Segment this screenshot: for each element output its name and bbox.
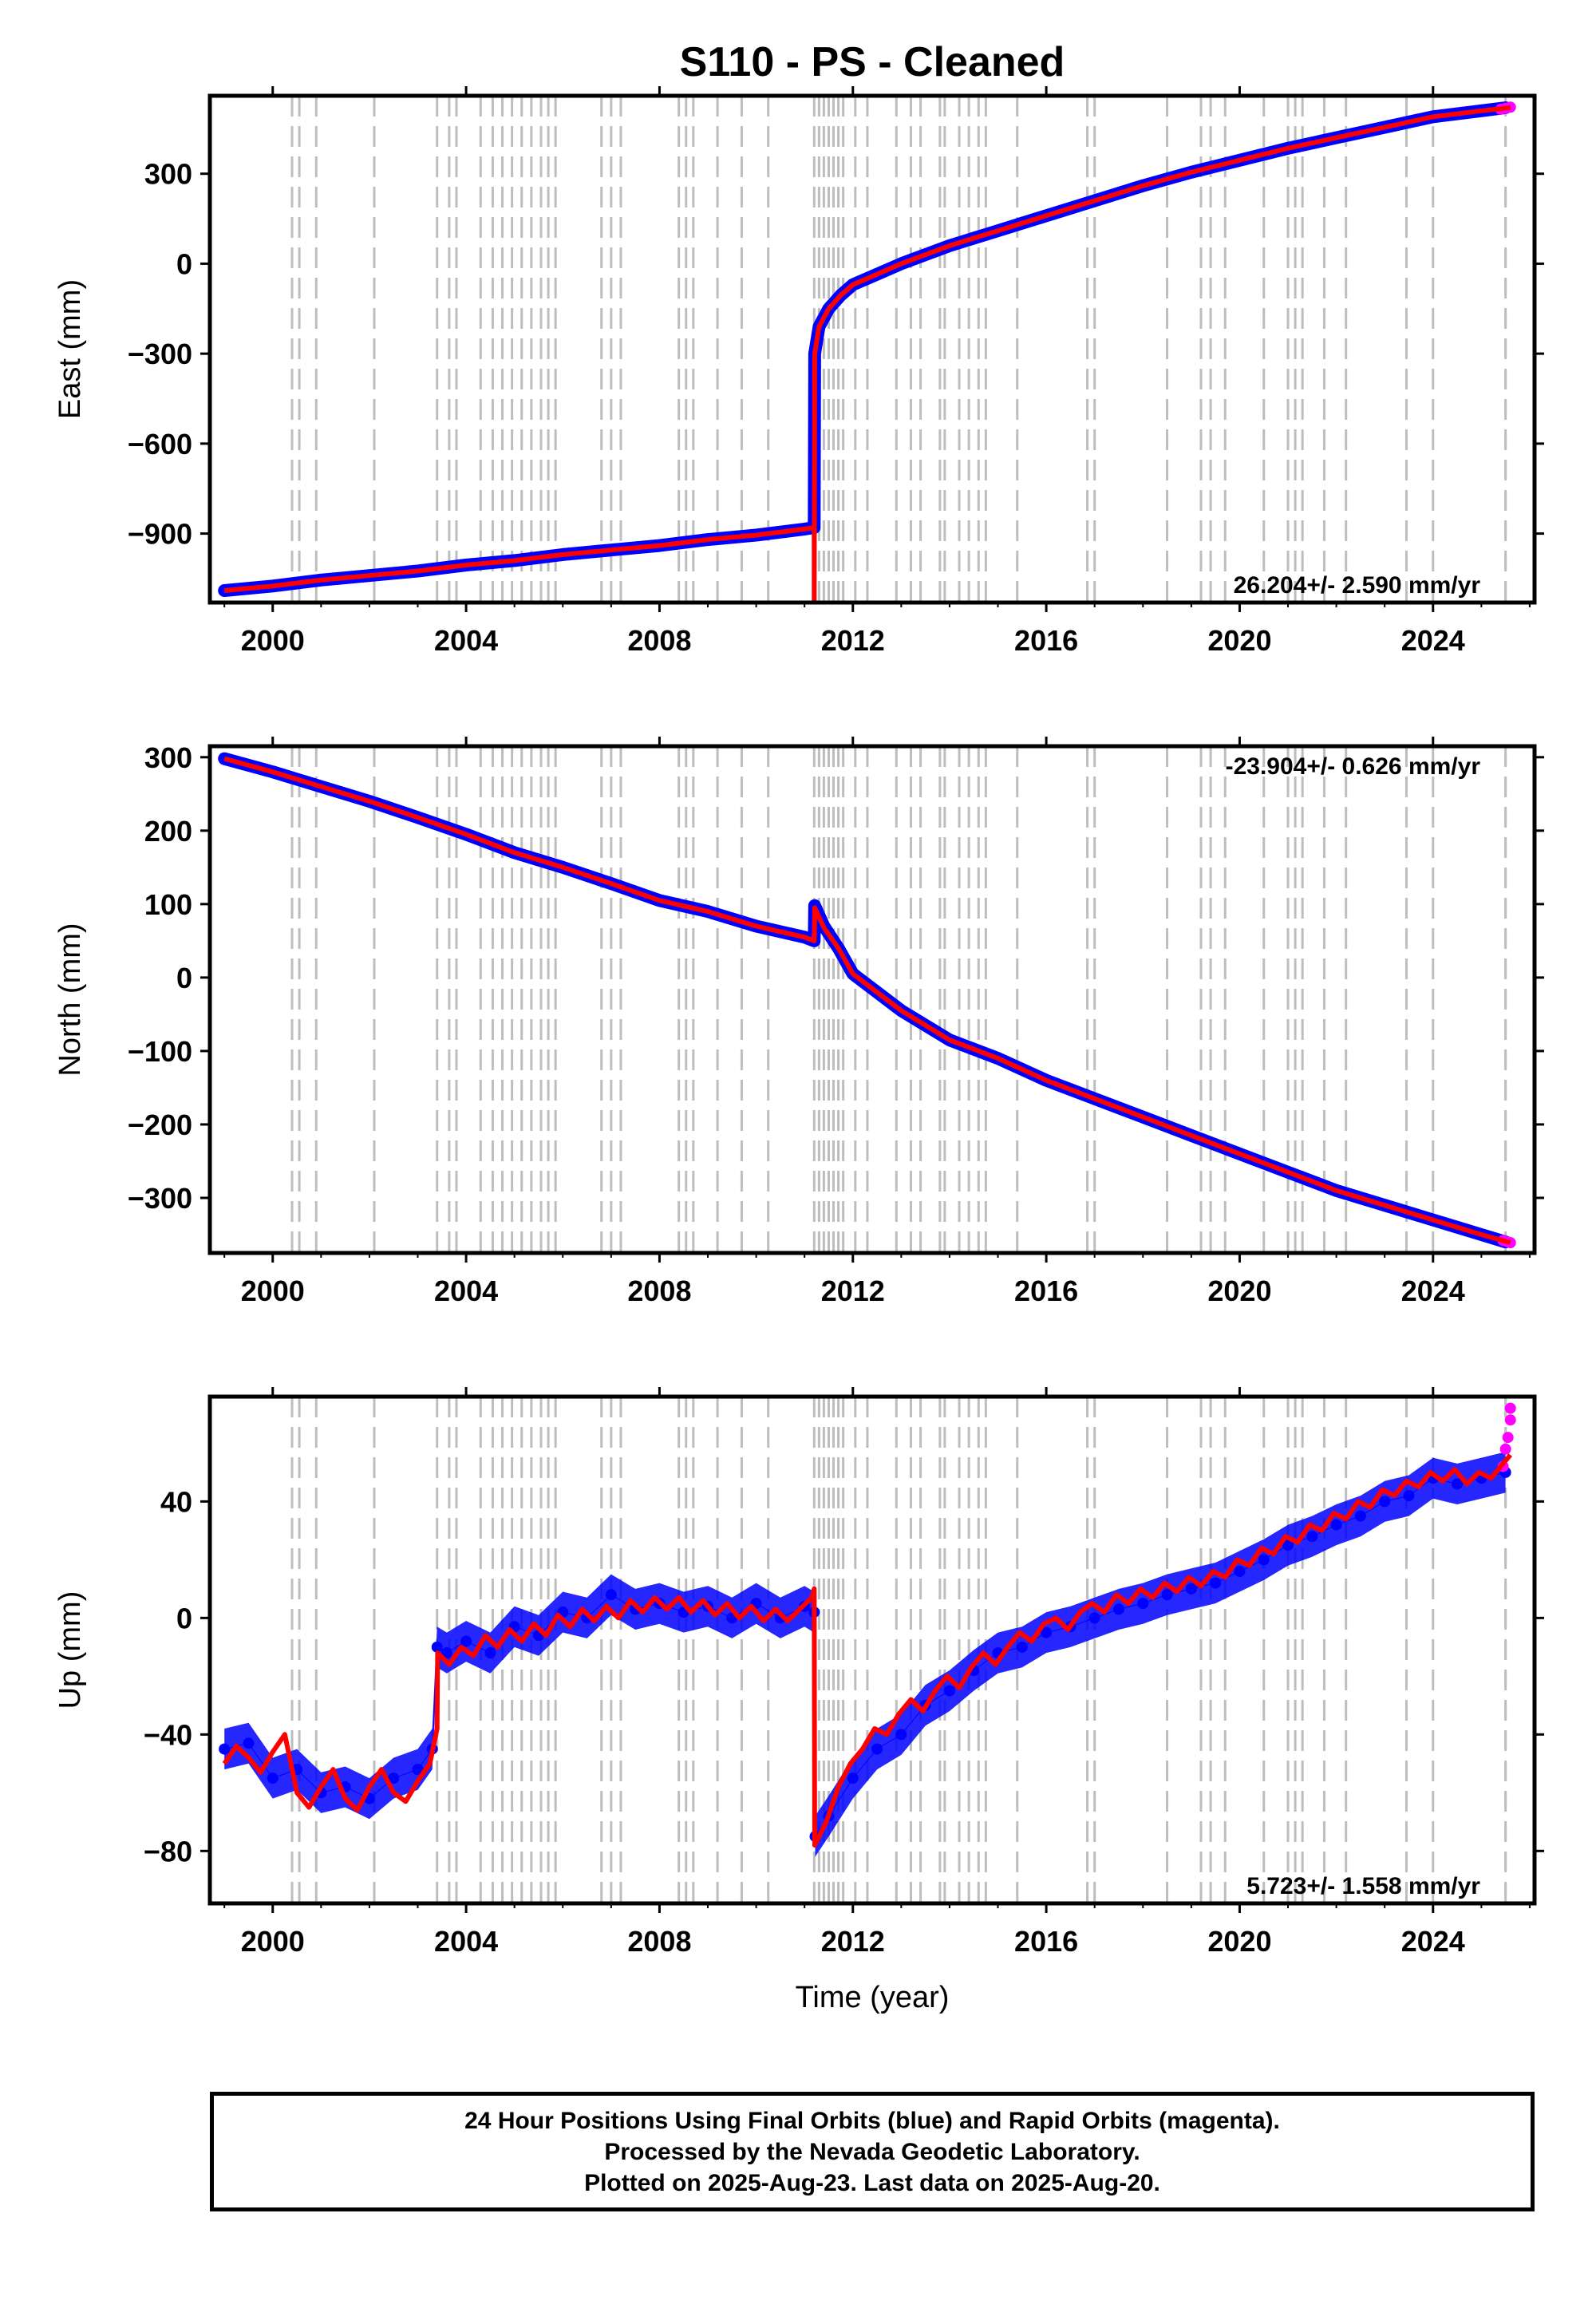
north-y-axis-label: North (mm) — [53, 923, 87, 1076]
north-y-tick-label-5: 200 — [144, 815, 192, 848]
north-x-tick-label-3: 2012 — [821, 1275, 885, 1307]
up-rapid-point-3 — [1504, 1414, 1516, 1426]
east-x-tick-label-6: 2024 — [1401, 624, 1465, 657]
up-rapid-point-4 — [1504, 1402, 1516, 1414]
north-x-tick-label-0: 2000 — [241, 1275, 305, 1307]
footer-line-3: Plotted on 2025-Aug-23. Last data on 202… — [584, 2169, 1160, 2196]
east-x-tick-label-5: 2020 — [1207, 624, 1271, 657]
north-rate-label: -23.904+/- 0.626 mm/yr — [1226, 753, 1481, 780]
chart-title: S110 - PS - Cleaned — [680, 39, 1065, 85]
east-x-tick-label-0: 2000 — [241, 624, 305, 657]
north-y-tick-label-2: −100 — [128, 1035, 192, 1068]
up-x-tick-label-2: 2008 — [627, 1925, 691, 1958]
up-x-tick-label-3: 2012 — [821, 1925, 885, 1958]
up-rapid-point-1 — [1499, 1443, 1511, 1455]
north-x-tick-label-2: 2008 — [627, 1275, 691, 1307]
north-y-tick-label-0: −300 — [128, 1182, 192, 1215]
north-y-tick-label-6: 300 — [144, 741, 192, 774]
east-final-point-0 — [219, 584, 231, 596]
north-panel: 2000 2004 2008 2012 2016 2020 2024−300−200−100… — [53, 737, 1544, 1307]
east-x-tick-label-2: 2008 — [627, 624, 691, 657]
east-y-tick-label-1: −600 — [128, 428, 192, 460]
east-panel: 2000 2004 2008 2012 2016 2020 2024 −900 −600 −300… — [53, 86, 1544, 657]
east-frame — [207, 93, 1537, 605]
north-x-tick-label-6: 2024 — [1401, 1275, 1465, 1307]
east-rate-label: 26.204+/- 2.590 mm/yr — [1234, 572, 1481, 599]
footer-line-2: Processed by the Nevada Geodetic Laborat… — [604, 2138, 1140, 2165]
up-y-tick-label-1: −40 — [144, 1718, 192, 1751]
up-final-orbits-band — [224, 1452, 1506, 1857]
east-final-orbits-trace — [218, 101, 1512, 597]
up-rate-label: 5.723+/- 1.558 mm/yr — [1246, 1873, 1480, 1899]
east-data — [218, 101, 1516, 603]
up-y-tick-label-2: 0 — [176, 1602, 192, 1634]
up-model-line — [222, 1453, 1513, 1848]
east-y-tick-label-3: 0 — [176, 247, 192, 280]
north-x-tick-label-4: 2016 — [1014, 1275, 1078, 1307]
x-axis-label: Time (year) — [796, 1981, 950, 2014]
east-event-lines — [290, 96, 1507, 603]
up-y-tick-label-0: −80 — [144, 1835, 192, 1867]
up-frame — [207, 1394, 1537, 1906]
north-y-tick-label-4: 100 — [144, 888, 192, 921]
up-y-tick-label-3: 40 — [160, 1485, 192, 1518]
up-data — [219, 1402, 1516, 1857]
east-x-tick-label-4: 2016 — [1014, 624, 1078, 657]
up-panel: 2000 2004 2008 2012 2016 2020 2024 −80 −40 0 40 Up … — [53, 1387, 1544, 1958]
east-model-line — [223, 105, 1511, 603]
up-x-tick-label-6: 2024 — [1401, 1925, 1465, 1958]
footer-line-1: 24 Hour Positions Using Final Orbits (bl… — [464, 2107, 1280, 2134]
north-model-line — [223, 756, 1511, 1245]
east-y-tick-label-0: −900 — [128, 518, 192, 551]
up-x-tick-label-1: 2004 — [434, 1925, 498, 1958]
footer-caption: 24 Hour Positions Using Final Orbits (bl… — [210, 2092, 1535, 2211]
north-final-orbits-trace — [218, 752, 1512, 1249]
east-x-tick-label-1: 2004 — [434, 624, 498, 657]
up-x-tick-label-4: 2016 — [1014, 1925, 1078, 1958]
north-data — [218, 752, 1516, 1249]
up-rapid-point-2 — [1502, 1432, 1514, 1444]
north-event-lines — [290, 746, 1507, 1253]
up-x-tick-label-0: 2000 — [241, 1925, 305, 1958]
east-y-tick-label-2: −300 — [128, 338, 192, 370]
north-y-tick-label-1: −200 — [128, 1109, 192, 1141]
north-x-tick-label-1: 2004 — [434, 1275, 498, 1307]
east-y-axis-label: East (mm) — [53, 279, 87, 419]
north-frame — [207, 744, 1537, 1255]
north-y-tick-label-3: 0 — [176, 962, 192, 994]
up-x-tick-label-5: 2020 — [1207, 1925, 1271, 1958]
east-x-tick-label-3: 2012 — [821, 624, 885, 657]
east-y-tick-label-4: 300 — [144, 158, 192, 191]
north-x-tick-label-5: 2020 — [1207, 1275, 1271, 1307]
up-y-axis-label: Up (mm) — [53, 1591, 87, 1709]
